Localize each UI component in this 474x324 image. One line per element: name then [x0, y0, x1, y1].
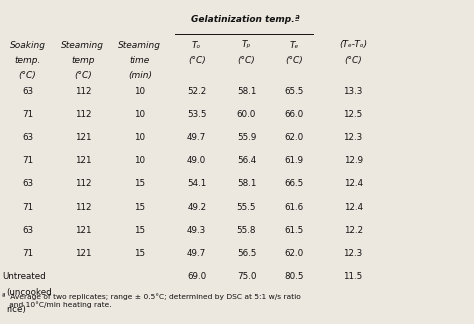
Text: 121: 121	[75, 249, 91, 258]
Text: Gelatinization temp.ª: Gelatinization temp.ª	[191, 15, 300, 24]
Text: 71: 71	[22, 110, 33, 120]
Text: 65.5: 65.5	[284, 87, 303, 97]
Text: 15: 15	[134, 249, 146, 258]
Text: (min): (min)	[128, 71, 152, 80]
Text: 75.0: 75.0	[237, 272, 256, 281]
Text: 112: 112	[75, 202, 91, 212]
Text: 62.0: 62.0	[284, 133, 303, 143]
Text: Untreated: Untreated	[2, 272, 46, 281]
Text: 69.0: 69.0	[187, 272, 206, 281]
Text: Steaming: Steaming	[62, 40, 104, 50]
Text: 63: 63	[22, 226, 33, 235]
Text: 12.3: 12.3	[344, 133, 363, 143]
Text: Steaming: Steaming	[118, 40, 161, 50]
Text: 13.3: 13.3	[344, 87, 363, 97]
Text: 55.5: 55.5	[237, 202, 256, 212]
Text: (°C): (°C)	[74, 71, 92, 80]
Text: 12.2: 12.2	[344, 226, 363, 235]
Text: 10: 10	[134, 133, 146, 143]
Text: 58.1: 58.1	[237, 179, 256, 189]
Text: 12.9: 12.9	[344, 156, 363, 166]
Text: (°C): (°C)	[188, 56, 206, 65]
Text: 49.0: 49.0	[187, 156, 206, 166]
Text: 112: 112	[75, 110, 91, 120]
Text: 49.3: 49.3	[187, 226, 206, 235]
Text: 49.7: 49.7	[187, 249, 206, 258]
Text: temp: temp	[71, 56, 95, 65]
Text: 71: 71	[22, 202, 33, 212]
Text: temp.: temp.	[14, 56, 41, 65]
Text: Tₑ: Tₑ	[289, 40, 299, 50]
Text: (°C): (°C)	[344, 56, 362, 65]
Text: 54.1: 54.1	[187, 179, 206, 189]
Text: rice): rice)	[6, 305, 26, 314]
Text: 63: 63	[22, 133, 33, 143]
Text: 71: 71	[22, 249, 33, 258]
Text: 121: 121	[75, 156, 91, 166]
Text: Tₚ: Tₚ	[242, 40, 251, 50]
Text: 12.5: 12.5	[344, 110, 363, 120]
Text: 11.5: 11.5	[344, 272, 363, 281]
Text: ª  Average of two replicates; range ± 0.5°C; determined by DSC at 5:1 w/s ratio
: ª Average of two replicates; range ± 0.5…	[2, 293, 301, 308]
Text: 61.9: 61.9	[284, 156, 303, 166]
Text: 56.5: 56.5	[237, 249, 256, 258]
Text: 49.2: 49.2	[187, 202, 206, 212]
Text: 10: 10	[134, 110, 146, 120]
Text: 80.5: 80.5	[284, 272, 304, 281]
Text: 49.7: 49.7	[187, 133, 206, 143]
Text: 55.9: 55.9	[237, 133, 256, 143]
Text: 112: 112	[75, 179, 91, 189]
Text: 121: 121	[75, 133, 91, 143]
Text: 12.4: 12.4	[344, 179, 363, 189]
Text: 112: 112	[75, 87, 91, 97]
Text: time: time	[130, 56, 150, 65]
Text: 56.4: 56.4	[237, 156, 256, 166]
Text: (°C): (°C)	[18, 71, 36, 80]
Text: (°C): (°C)	[237, 56, 255, 65]
Text: 12.3: 12.3	[344, 249, 363, 258]
Text: (Tₑ-Tₒ): (Tₑ-Tₒ)	[339, 40, 367, 50]
Text: 61.6: 61.6	[284, 202, 303, 212]
Text: 15: 15	[134, 226, 146, 235]
Text: 10: 10	[134, 87, 146, 97]
Text: (°C): (°C)	[285, 56, 303, 65]
Text: 53.5: 53.5	[187, 110, 207, 120]
Text: 15: 15	[134, 202, 146, 212]
Text: 15: 15	[134, 179, 146, 189]
Text: Tₒ: Tₒ	[192, 40, 201, 50]
Text: 58.1: 58.1	[237, 87, 256, 97]
Text: 52.2: 52.2	[187, 87, 206, 97]
Text: Soaking: Soaking	[9, 40, 46, 50]
Text: 12.4: 12.4	[344, 202, 363, 212]
Text: 55.8: 55.8	[237, 226, 256, 235]
Text: 62.0: 62.0	[284, 249, 303, 258]
Text: (uncooked: (uncooked	[6, 288, 52, 297]
Text: 63: 63	[22, 179, 33, 189]
Text: 71: 71	[22, 156, 33, 166]
Text: 121: 121	[75, 226, 91, 235]
Text: 66.0: 66.0	[284, 110, 303, 120]
Text: 61.5: 61.5	[284, 226, 303, 235]
Text: 10: 10	[134, 156, 146, 166]
Text: 63: 63	[22, 87, 33, 97]
Text: 66.5: 66.5	[284, 179, 303, 189]
Text: 60.0: 60.0	[237, 110, 256, 120]
